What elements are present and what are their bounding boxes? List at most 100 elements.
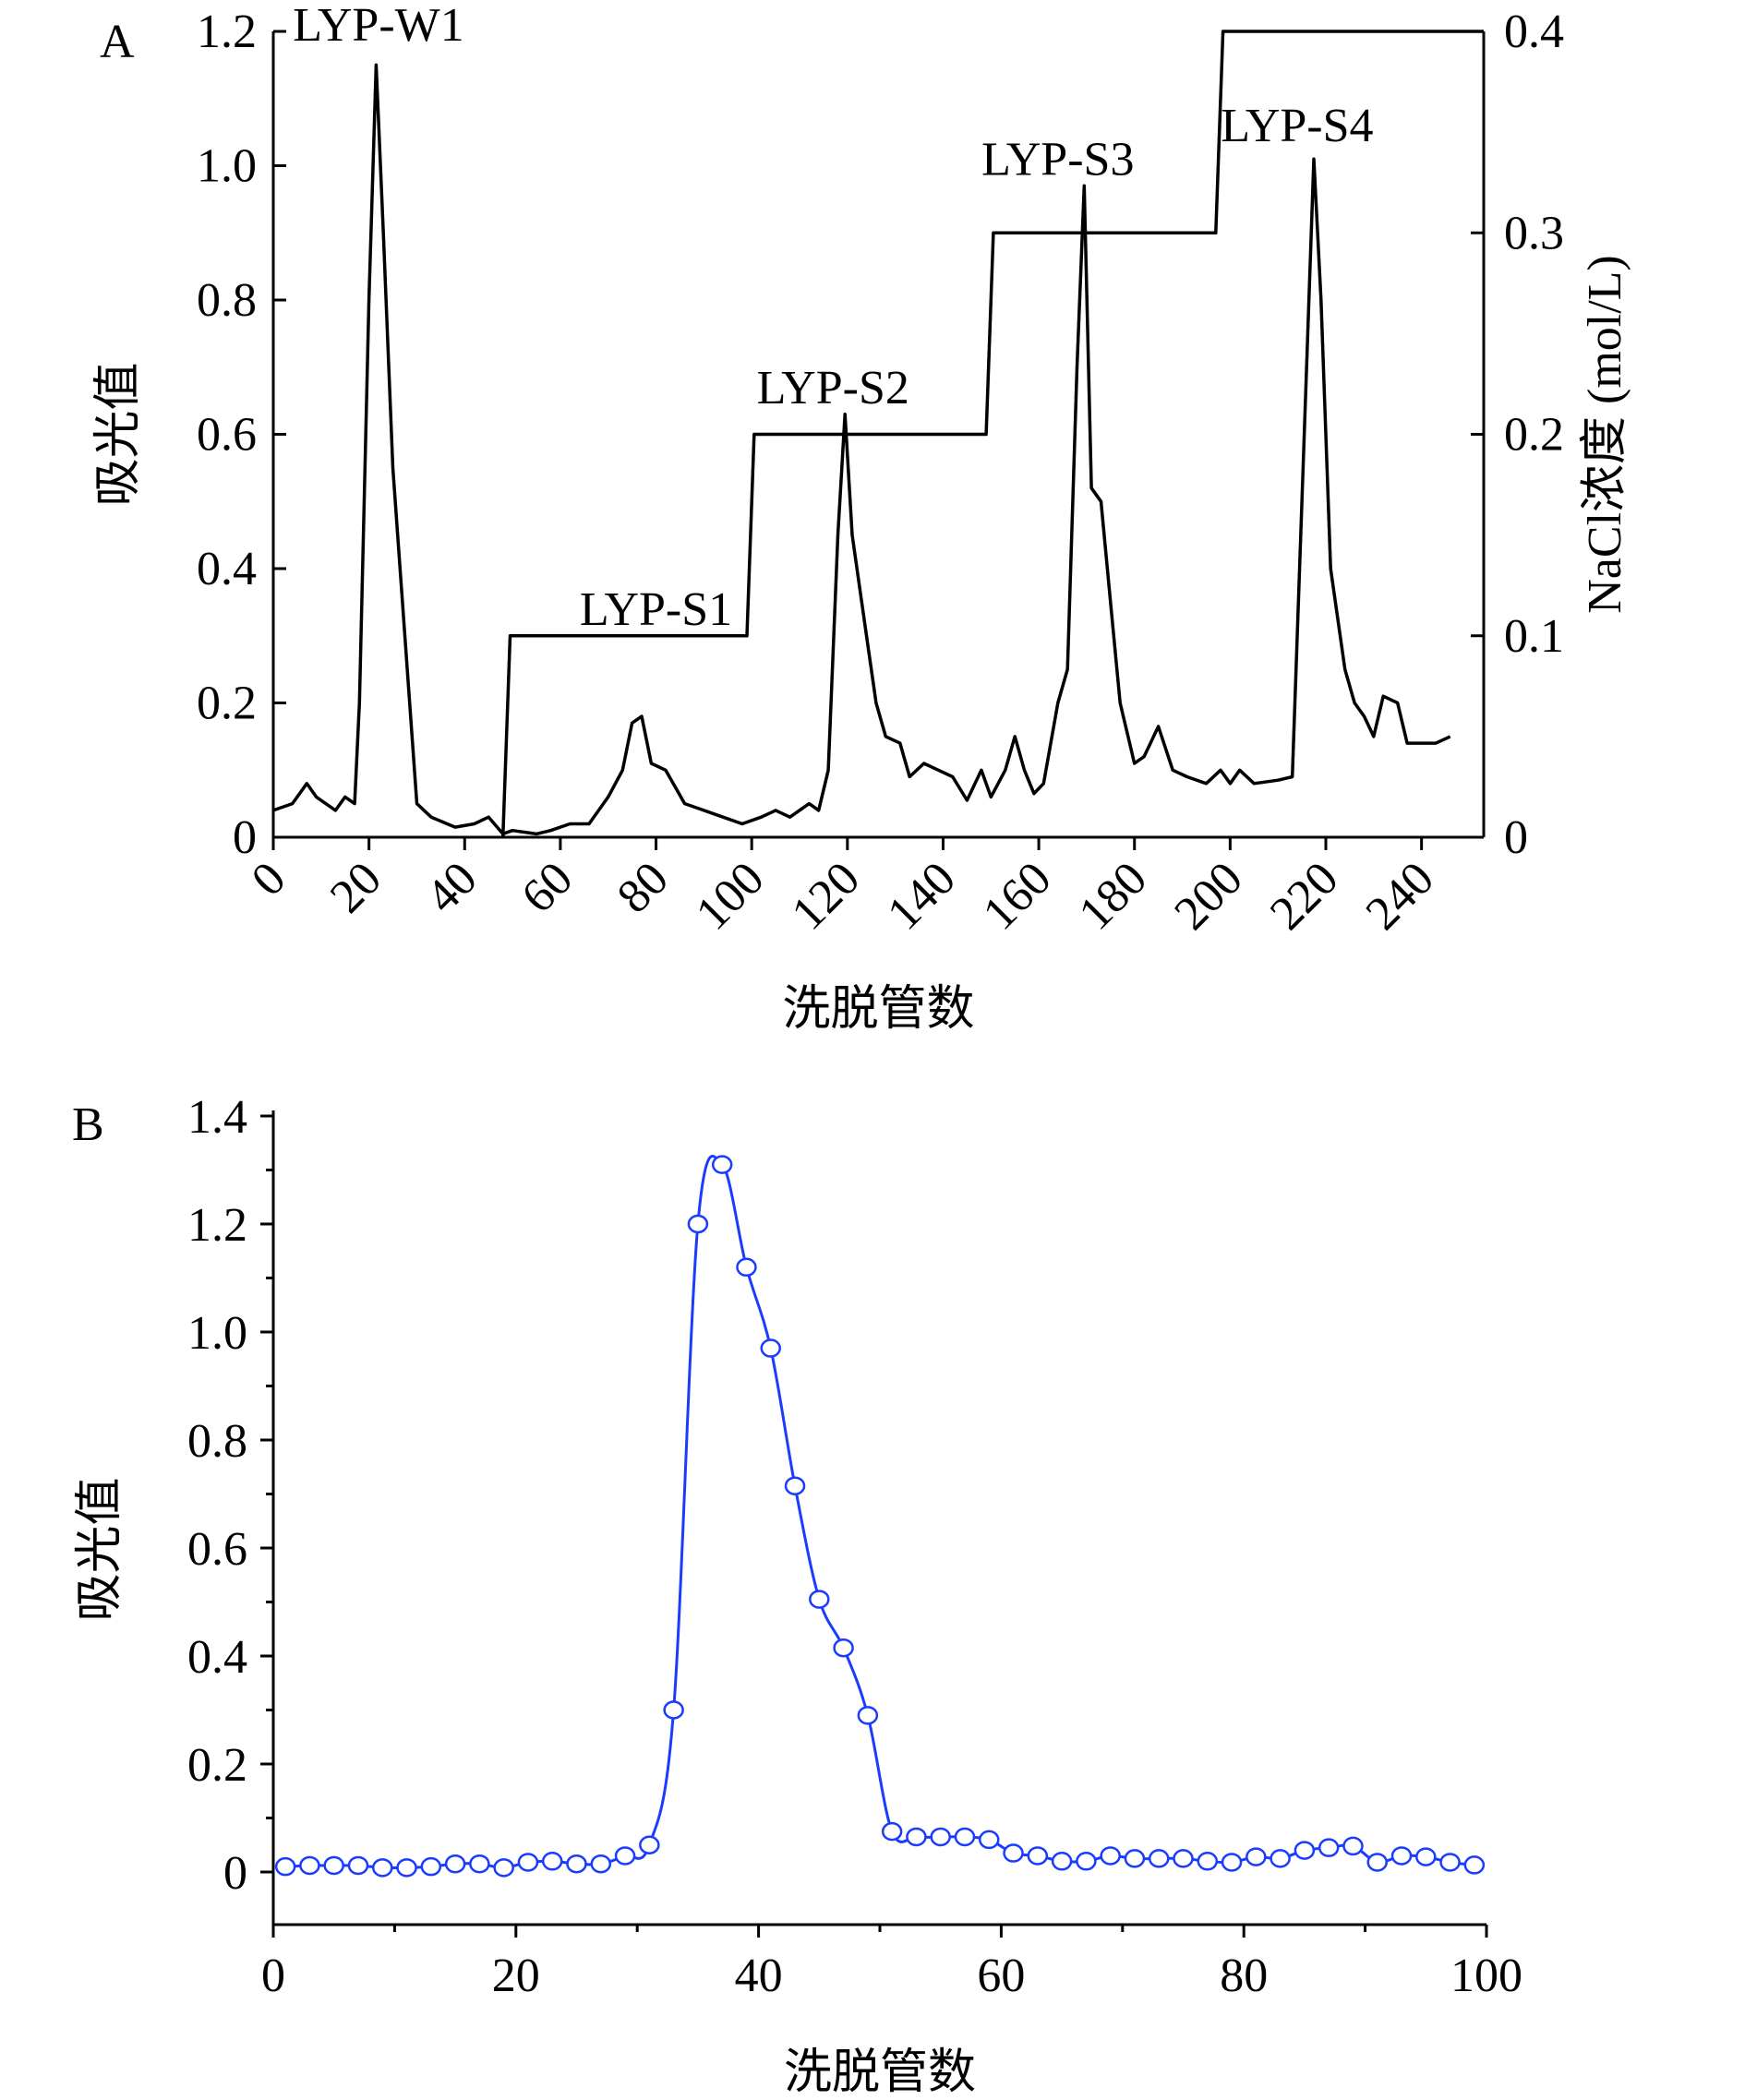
- data-point: [1270, 1849, 1291, 1868]
- data-point: [809, 1590, 830, 1609]
- data-point: [1148, 1849, 1170, 1868]
- data-point: [906, 1827, 927, 1847]
- data-point: [541, 1852, 563, 1871]
- data-point: [784, 1476, 806, 1495]
- x-axis-title: 洗脱管数: [782, 983, 974, 1036]
- x-tick-label: 240: [1356, 852, 1444, 940]
- data-point: [1246, 1847, 1267, 1866]
- peak-label: LYP-S1: [580, 583, 732, 636]
- x-tick-label: 220: [1260, 852, 1348, 940]
- y2-tick-label: 0.1: [1504, 610, 1564, 663]
- data-point: [833, 1638, 854, 1658]
- x-tick-label: 20: [320, 852, 391, 923]
- peak-label: LYP-W1: [293, 0, 463, 52]
- data-point: [517, 1853, 539, 1872]
- data-point: [1124, 1849, 1146, 1868]
- data-point: [687, 1214, 709, 1234]
- data-point: [469, 1854, 490, 1874]
- x-tick-label: 200: [1164, 852, 1252, 940]
- panel-a: 0 0.2 0.4 0.6 0.8 1.0 1.2 0 0.1 0.2 0.3 0.4 0 20 40 60 8…: [92, 0, 1631, 1036]
- x-axis-title: 洗脱管数: [784, 2046, 976, 2099]
- x-tick-label: 0: [242, 852, 296, 906]
- y-tick-label: 0.8: [187, 1415, 247, 1468]
- y-tick-label: 0: [233, 811, 257, 864]
- y-tick-label: 0: [223, 1847, 247, 1900]
- data-point: [954, 1827, 976, 1847]
- y2-axis-title: NaCl浓度 (mol/L): [1579, 255, 1631, 614]
- data-point: [1100, 1846, 1121, 1866]
- peak-label: LYP-S4: [1221, 100, 1373, 152]
- y-axis-title: 吸光值: [92, 362, 145, 506]
- peak-label: LYP-S3: [981, 134, 1134, 186]
- data-point: [1439, 1853, 1461, 1872]
- series-line-NaCl: [500, 30, 1484, 838]
- data-point: [372, 1858, 393, 1878]
- data-point: [566, 1854, 587, 1874]
- data-point: [736, 1257, 757, 1278]
- peak-label: LYP-S2: [757, 362, 909, 414]
- data-point: [347, 1855, 369, 1876]
- data-point: [1076, 1852, 1097, 1871]
- data-point: [857, 1706, 879, 1725]
- series-line-absorbance: [272, 63, 1451, 836]
- x-tick-label: 100: [686, 852, 774, 940]
- x-tick-label: 160: [973, 852, 1061, 940]
- x-tick-label: 60: [511, 852, 583, 923]
- data-point: [274, 1856, 296, 1877]
- data-point: [1366, 1853, 1388, 1872]
- data-point: [1221, 1853, 1243, 1872]
- data-point: [1197, 1852, 1219, 1871]
- x-tick-label: 180: [1069, 852, 1157, 940]
- data-point: [1051, 1852, 1073, 1871]
- data-point: [1173, 1849, 1194, 1868]
- x-tick-label: 60: [977, 1950, 1025, 2002]
- data-point: [1463, 1855, 1486, 1875]
- y-tick-label: 0.6: [187, 1523, 247, 1576]
- x-tick-label: 40: [735, 1950, 783, 2002]
- x-tick-label: 80: [608, 852, 679, 923]
- y-tick-label: 0.2: [197, 678, 257, 730]
- y-tick-label: 1.2: [197, 6, 257, 58]
- y-tick-label: 0.4: [197, 543, 257, 595]
- x-tick-label: 80: [1220, 1950, 1268, 2002]
- y-tick-label: 0.4: [187, 1631, 247, 1684]
- panel-b-label: B: [72, 1098, 104, 1151]
- data-point: [1415, 1847, 1437, 1866]
- data-point: [930, 1827, 951, 1847]
- y-tick-label: 0.2: [187, 1739, 247, 1792]
- y-tick-label: 0.6: [197, 409, 257, 462]
- data-point: [1294, 1841, 1316, 1860]
- y-axis-title: 吸光值: [74, 1477, 126, 1621]
- data-point: [396, 1858, 417, 1878]
- x-tick-label: 0: [261, 1950, 285, 2002]
- data-point: [493, 1858, 514, 1878]
- data-point: [323, 1855, 344, 1876]
- data-point: [1027, 1846, 1049, 1866]
- y2-tick-label: 0.2: [1504, 409, 1564, 462]
- y-tick-label: 1.0: [187, 1307, 247, 1360]
- data-point: [420, 1856, 442, 1877]
- data-point: [881, 1821, 903, 1842]
- data-point: [760, 1338, 781, 1358]
- data-point: [444, 1854, 466, 1874]
- x-tick-label: 20: [492, 1950, 540, 2002]
- y2-tick-label: 0: [1504, 811, 1528, 864]
- x-tick-label: 100: [1450, 1950, 1522, 2002]
- data-point: [639, 1835, 660, 1854]
- data-point: [614, 1846, 636, 1866]
- data-point: [1003, 1843, 1024, 1863]
- series-line: [285, 1155, 1475, 1870]
- x-tick-label: 40: [416, 852, 487, 923]
- data-point: [590, 1854, 612, 1874]
- data-point: [1318, 1838, 1340, 1857]
- panel-b: 0 0.2 0.4 0.6 0.8 1.0 1.2 1.4 0 20 40 60 80 100 洗脱管数 吸光…: [74, 1091, 1522, 2099]
- x-tick-label: 120: [782, 852, 870, 940]
- data-point: [979, 1830, 1000, 1850]
- y-tick-label: 1.4: [187, 1091, 247, 1144]
- y2-tick-label: 0.3: [1504, 207, 1564, 259]
- y2-tick-label: 0.4: [1504, 6, 1564, 58]
- y-tick-label: 1.0: [197, 140, 257, 193]
- y-tick-label: 1.2: [187, 1199, 247, 1252]
- x-tick-label: 140: [877, 852, 965, 940]
